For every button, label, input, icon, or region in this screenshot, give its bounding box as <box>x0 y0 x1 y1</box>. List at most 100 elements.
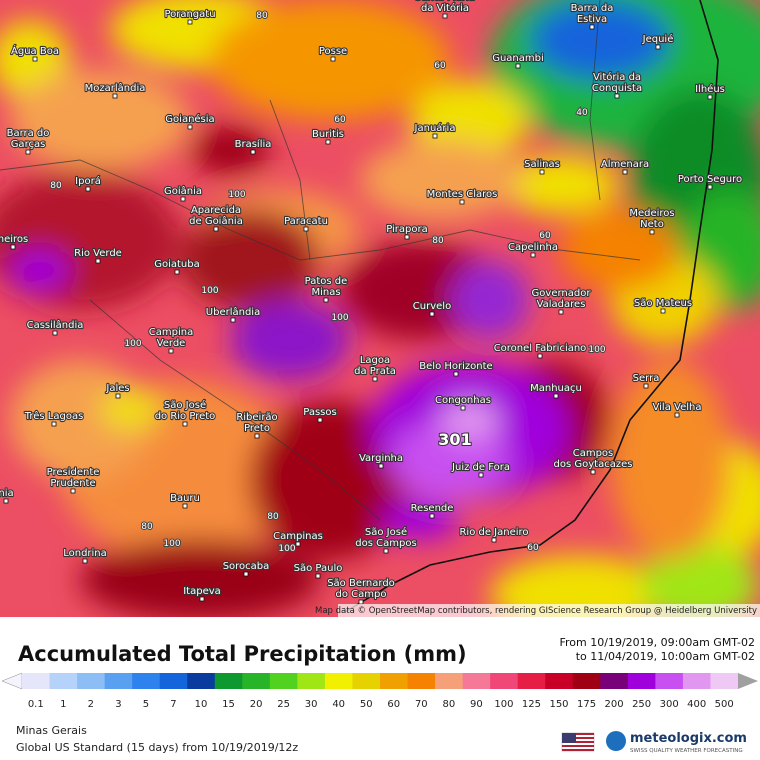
legend-swatch <box>572 673 601 689</box>
city-label: da Prata <box>354 366 396 377</box>
city-label: Curvelo <box>413 301 451 312</box>
city-marker <box>442 13 448 19</box>
city-marker <box>429 311 435 317</box>
city-label: Patos de <box>305 276 348 287</box>
contour-label: 100 <box>228 190 245 200</box>
precip-area <box>450 260 530 340</box>
date-from: From 10/19/2019, 09:00am GMT-02 <box>560 636 756 649</box>
city-label: Três Lagoas <box>24 410 84 422</box>
city-marker <box>254 433 260 439</box>
legend-label: 90 <box>470 699 483 710</box>
city-label: Jequié <box>642 33 674 45</box>
city-marker <box>453 371 459 377</box>
city-label: Salinas <box>524 159 560 170</box>
city-label: Conquista <box>592 83 642 94</box>
city-marker <box>317 417 323 423</box>
city-label: Ilhéus <box>695 83 725 95</box>
legend-label: 250 <box>632 699 651 710</box>
legend-label: 125 <box>522 699 541 710</box>
city-label: Januária <box>414 122 456 134</box>
legend-swatch <box>435 673 463 689</box>
city-marker <box>52 330 58 336</box>
city-marker <box>115 393 121 399</box>
city-marker <box>51 421 57 427</box>
city-marker <box>95 258 101 264</box>
legend-swatch <box>297 673 326 689</box>
city-label: Guanambi <box>492 53 544 64</box>
city-marker <box>243 571 249 577</box>
legend-label: 150 <box>549 699 568 710</box>
city-marker <box>707 184 713 190</box>
legend-swatch <box>352 673 381 689</box>
city-label: Manhuaçu <box>530 383 582 394</box>
precip-area <box>500 155 620 215</box>
legend-arrow-high <box>738 673 758 689</box>
city-label: Rio Verde <box>74 248 122 259</box>
city-label: Varginha <box>359 453 403 464</box>
model: Global US Standard (15 days) from 10/19/… <box>16 741 298 754</box>
city-marker <box>85 186 91 192</box>
legend-label: 500 <box>715 699 734 710</box>
legend-label: 1 <box>60 699 66 710</box>
precip-area <box>190 125 270 175</box>
borders <box>0 0 641 521</box>
city-marker <box>553 393 559 399</box>
legend-label: 175 <box>577 699 596 710</box>
city-label: Lagoa <box>360 355 390 366</box>
legend-label: 20 <box>250 699 263 710</box>
city-label: São Paulo <box>294 563 343 574</box>
contour-label: 100 <box>163 539 180 549</box>
city-label: do Rio Preto <box>155 411 216 422</box>
precip-area <box>380 500 460 540</box>
legend-label: 300 <box>660 699 679 710</box>
city-marker <box>82 558 88 564</box>
precip-area <box>530 0 670 80</box>
legend-swatch <box>517 673 546 689</box>
city-marker <box>649 229 655 235</box>
legend-label: 30 <box>305 699 318 710</box>
legend-label: 10 <box>195 699 208 710</box>
coastline <box>344 0 719 613</box>
city-label: Verde <box>157 338 186 349</box>
precip-area <box>210 0 450 120</box>
precip-area <box>610 360 730 560</box>
city-label: Goianésia <box>165 113 214 125</box>
legend: 0.1 1 2 3 5 7 10 15 20 25 30 40 50 60 70 80 90 100 125 150 1… <box>1 672 758 710</box>
city-label: Londrina <box>63 548 107 559</box>
city-marker <box>303 226 309 232</box>
city-label: Goiânia <box>164 185 202 197</box>
city-marker <box>622 169 628 175</box>
city-marker <box>614 93 620 99</box>
city-marker <box>660 308 666 314</box>
legend-swatch <box>682 673 711 689</box>
legend-swatch <box>407 673 436 689</box>
city-marker <box>174 269 180 275</box>
precip-area <box>10 250 70 290</box>
city-marker <box>168 348 174 354</box>
legend-swatch <box>214 673 243 689</box>
legend-swatch <box>490 673 518 689</box>
legend-label: 5 <box>143 699 149 710</box>
brand: meteologix.com <box>630 731 747 746</box>
legend-swatch <box>600 673 629 689</box>
city-label: Preto <box>244 423 270 434</box>
precip-area <box>440 400 500 440</box>
city-marker <box>70 488 76 494</box>
title: Accumulated Total Precipitation (mm) <box>18 642 467 666</box>
city-label: Porto Seguro <box>678 174 742 185</box>
legend-swatch <box>324 673 353 689</box>
precip-area <box>10 360 150 480</box>
legend-swatch <box>655 673 684 689</box>
precip-field <box>0 0 760 617</box>
city-label: Campinas <box>273 531 323 542</box>
city-label: neiros <box>0 234 28 245</box>
city-marker <box>325 139 331 145</box>
city-marker <box>429 513 435 519</box>
city-label: Aparecida <box>191 205 241 216</box>
precip-area <box>10 70 190 170</box>
city-label: Neto <box>640 219 664 230</box>
precip-area <box>490 555 670 617</box>
tagline: SWISS QUALITY WEATHER FORECASTING <box>630 748 743 754</box>
legend-swatch <box>187 673 216 689</box>
city-label: Minas <box>311 287 340 298</box>
